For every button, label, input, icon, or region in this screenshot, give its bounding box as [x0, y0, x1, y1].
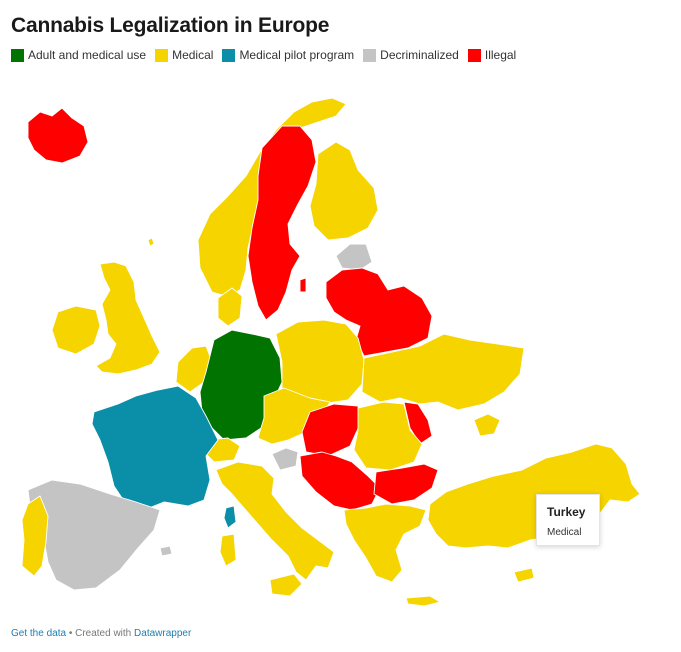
country-cyprus[interactable] [513, 567, 535, 583]
country-france[interactable] [91, 385, 219, 511]
country-ukraine[interactable] [361, 333, 525, 411]
legend-label: Decriminalized [380, 48, 459, 62]
country-gotland[interactable] [299, 277, 307, 293]
country-sicily[interactable] [269, 573, 303, 597]
country-hungary[interactable] [301, 403, 361, 457]
map-area [0, 70, 681, 620]
country-finland[interactable] [309, 141, 379, 241]
country-balkans[interactable] [299, 451, 381, 511]
country-italy[interactable] [215, 461, 335, 581]
legend-swatch [222, 48, 236, 62]
map-tooltip: Turkey Medical [536, 494, 600, 546]
legend-item-adult-medical[interactable]: Adult and medical use [11, 48, 146, 62]
legend-label: Medical pilot program [239, 48, 355, 62]
footer-separator: • Created with [66, 628, 135, 639]
legend-swatch [467, 48, 481, 62]
country-united-kingdom[interactable] [95, 261, 161, 375]
footer: Get the data • Created with Datawrapper [11, 628, 191, 639]
country-faroe[interactable] [147, 237, 155, 247]
legend-swatch [155, 48, 169, 62]
country-crete[interactable] [405, 595, 441, 607]
legend-label: Illegal [484, 48, 517, 62]
country-sardinia[interactable] [219, 533, 237, 567]
country-ireland[interactable] [51, 305, 101, 355]
country-greece-region[interactable] [343, 503, 427, 583]
country-baltics-belarus[interactable] [325, 267, 433, 357]
country-turkey[interactable] [427, 443, 641, 549]
country-crimea[interactable] [473, 413, 501, 437]
country-estonia[interactable] [335, 243, 373, 271]
legend-swatch [11, 48, 24, 62]
legend-item-decriminalized[interactable]: Decriminalized [363, 48, 459, 62]
country-norway[interactable] [197, 97, 347, 297]
legend-item-medical[interactable]: Medical [155, 48, 213, 62]
chart-title: Cannabis Legalization in Europe [11, 14, 330, 37]
europe-map [21, 97, 641, 607]
country-balearics[interactable] [159, 545, 173, 557]
legend: Adult and medical use Medical Medical pi… [11, 48, 525, 62]
country-iceland[interactable] [27, 107, 89, 164]
country-sweden[interactable] [247, 125, 317, 321]
country-corsica[interactable] [223, 505, 237, 529]
tooltip-country: Turkey [547, 505, 586, 519]
country-slovenia[interactable] [271, 447, 299, 471]
datawrapper-link[interactable]: Datawrapper [134, 628, 192, 639]
legend-label: Adult and medical use [28, 48, 147, 62]
country-germany[interactable] [199, 329, 283, 441]
legend-item-medical-pilot[interactable]: Medical pilot program [222, 48, 354, 62]
legend-item-illegal[interactable]: Illegal [467, 48, 517, 62]
country-poland[interactable] [275, 319, 365, 405]
legend-label: Medical [172, 48, 214, 62]
country-denmark[interactable] [217, 287, 243, 327]
legend-swatch [363, 48, 377, 62]
country-portugal[interactable] [21, 495, 49, 577]
get-data-link[interactable]: Get the data [11, 628, 67, 639]
tooltip-status: Medical [547, 527, 582, 538]
country-bulgaria[interactable] [373, 463, 439, 505]
country-romania[interactable] [353, 401, 423, 471]
